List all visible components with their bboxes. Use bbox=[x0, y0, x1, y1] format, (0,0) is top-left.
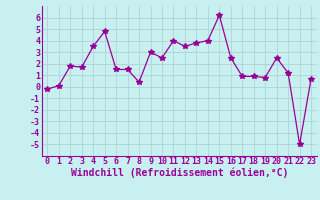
X-axis label: Windchill (Refroidissement éolien,°C): Windchill (Refroidissement éolien,°C) bbox=[70, 168, 288, 178]
